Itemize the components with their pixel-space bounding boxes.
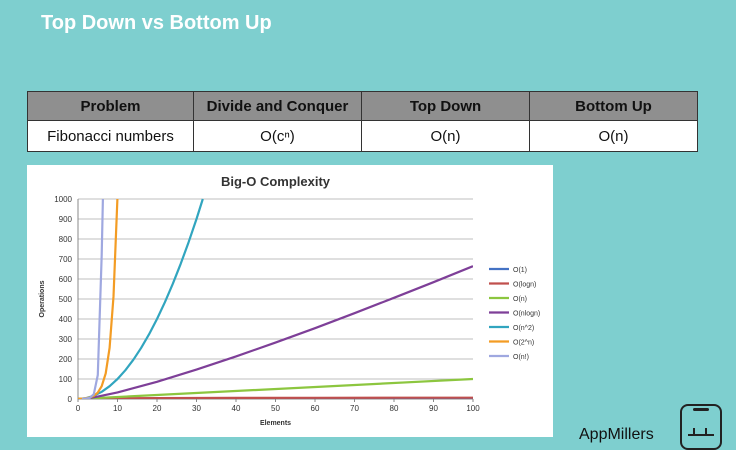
x-tick-label: 80 xyxy=(390,404,399,413)
x-tick-label: 70 xyxy=(350,404,359,413)
slide-title: Top Down vs Bottom Up xyxy=(41,12,272,34)
y-tick-label: 100 xyxy=(59,375,73,384)
y-tick-label: 300 xyxy=(59,335,73,344)
cell-top-down: O(n) xyxy=(361,120,530,152)
series-line-o-n-2- xyxy=(78,198,204,399)
legend-entry: O(n) xyxy=(513,296,527,303)
x-tick-label: 20 xyxy=(153,404,162,413)
series-line-o-nlogn- xyxy=(81,265,473,399)
cell-bottom-up: O(n) xyxy=(529,120,698,152)
y-tick-label: 500 xyxy=(59,295,73,304)
header-divide-and-conquer: Divide and Conquer xyxy=(193,91,362,121)
x-tick-label: 40 xyxy=(232,404,241,413)
legend-entry: O(nlogn) xyxy=(513,311,540,318)
legend-entry: O(n!) xyxy=(513,354,529,361)
chart-svg: Big-O Complexity010020030040050060070080… xyxy=(39,174,540,427)
header-bottom-up: Bottom Up xyxy=(529,91,698,121)
chart-title: Big-O Complexity xyxy=(221,174,331,189)
header-top-down: Top Down xyxy=(361,91,530,121)
comparison-table: Problem Divide and Conquer Top Down Bott… xyxy=(27,91,698,152)
legend-entry: O(logn) xyxy=(513,282,536,289)
y-axis-label: Operations xyxy=(39,280,46,317)
x-tick-label: 60 xyxy=(311,404,320,413)
y-tick-label: 200 xyxy=(59,355,73,364)
y-tick-label: 700 xyxy=(59,255,73,264)
y-tick-label: 600 xyxy=(59,275,73,284)
x-tick-label: 0 xyxy=(76,404,81,413)
series-line-o-n- xyxy=(81,198,104,399)
table-header-row: Problem Divide and Conquer Top Down Bott… xyxy=(27,91,698,121)
series-line-o-logn- xyxy=(81,396,473,399)
cell-problem: Fibonacci numbers xyxy=(27,120,194,152)
y-tick-label: 800 xyxy=(59,235,73,244)
y-tick-label: 400 xyxy=(59,315,73,324)
table-row: Fibonacci numbers O(cⁿ) O(n) O(n) xyxy=(27,120,698,152)
legend-entry: O(2^n) xyxy=(513,340,534,347)
y-tick-label: 900 xyxy=(59,215,73,224)
x-tick-label: 30 xyxy=(192,404,201,413)
header-problem: Problem xyxy=(27,91,194,121)
x-axis-label: Elements xyxy=(260,420,291,427)
phone-factory-icon xyxy=(680,404,722,450)
y-tick-label: 1000 xyxy=(54,195,72,204)
big-o-chart: Big-O Complexity 0 100 200 300 400 500 600 700 80… xyxy=(27,165,553,437)
y-tick-label: 0 xyxy=(68,395,73,404)
brand-name: AppMillers xyxy=(579,426,654,443)
series-line-o-n- xyxy=(78,377,473,399)
x-tick-label: 50 xyxy=(271,404,280,413)
cell-divide-and-conquer: O(cⁿ) xyxy=(193,120,362,152)
legend-entry: O(n^2) xyxy=(513,325,534,332)
x-tick-label: 90 xyxy=(429,404,438,413)
x-tick-label: 10 xyxy=(113,404,122,413)
legend-entry: O(1) xyxy=(513,267,527,274)
x-tick-label: 100 xyxy=(466,404,480,413)
